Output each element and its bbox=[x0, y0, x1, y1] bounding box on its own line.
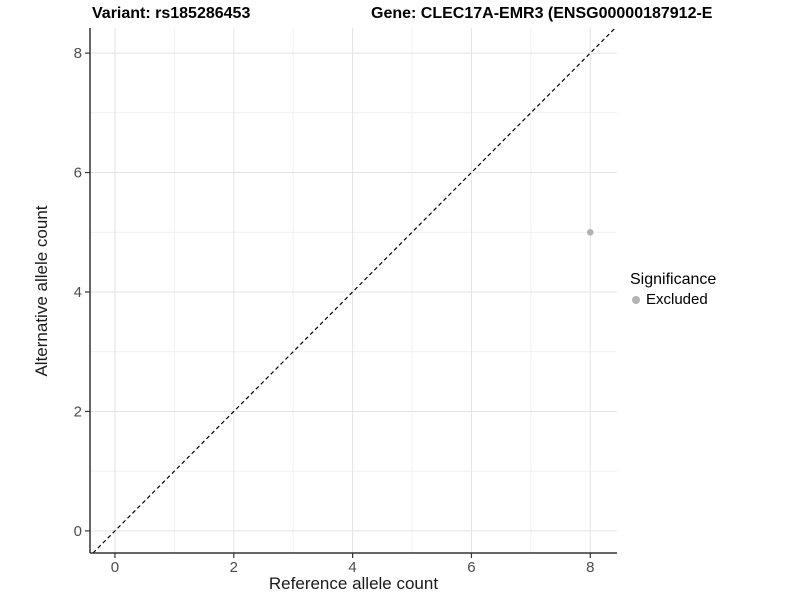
gene-title: Gene: CLEC17A-EMR3 (ENSG00000187912-E bbox=[371, 5, 713, 22]
y-axis-title: Alternative allele count bbox=[32, 205, 51, 377]
y-tick-label: 6 bbox=[74, 165, 82, 182]
legend-item-label: Excluded bbox=[646, 291, 708, 308]
excluded-point-icon bbox=[632, 296, 640, 304]
data-point bbox=[586, 228, 594, 236]
variant-title: Variant: rs185286453 bbox=[92, 5, 251, 22]
x-tick-label: 2 bbox=[230, 559, 238, 576]
x-tick-label: 6 bbox=[467, 559, 475, 576]
x-tick-label: 8 bbox=[586, 559, 594, 576]
x-tick-label: 4 bbox=[348, 559, 356, 576]
identity-line bbox=[92, 27, 616, 554]
x-axis-title: Reference allele count bbox=[268, 574, 439, 593]
y-tick-label: 8 bbox=[74, 45, 82, 62]
legend-item-excluded: Excluded bbox=[632, 291, 716, 309]
y-tick-label: 0 bbox=[74, 523, 82, 540]
x-tick-label: 0 bbox=[111, 559, 119, 576]
legend-title: Significance bbox=[630, 271, 717, 288]
y-tick-label: 4 bbox=[74, 284, 82, 301]
y-tick-label: 2 bbox=[74, 403, 82, 420]
legend: Significance Excluded bbox=[630, 270, 716, 309]
